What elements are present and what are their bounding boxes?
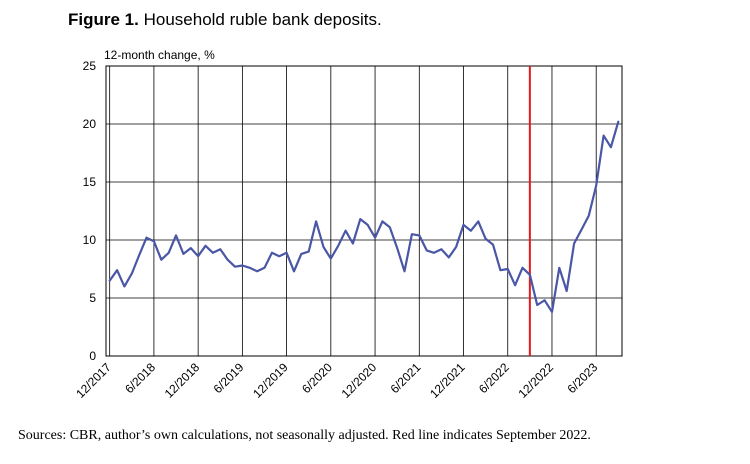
x-tick-label: 6/2020: [299, 360, 335, 396]
plot-border: [105, 65, 623, 357]
y-tick-label: 20: [83, 117, 97, 131]
figure-label: Figure 1.: [68, 10, 139, 29]
x-tick-label: 6/2022: [476, 360, 512, 396]
y-tick-labels: 0 5 10 15 20 25: [83, 59, 97, 363]
y-tick-label: 0: [89, 349, 96, 363]
series-line-deposits: [108, 120, 620, 313]
series-layer: [108, 120, 620, 313]
x-tick-label: 12/2018: [162, 360, 203, 401]
x-tick-label: 6/2019: [211, 360, 247, 396]
x-tick-label: 6/2023: [564, 360, 600, 396]
y-tick-label: 25: [83, 59, 97, 73]
x-tick-label: 12/2022: [516, 360, 557, 401]
x-tick-label: 12/2021: [427, 360, 468, 401]
figure-title: Figure 1. Household ruble bank deposits.: [68, 10, 382, 30]
source-note: Sources: CBR, author’s own calculations,…: [18, 428, 591, 443]
plot-frame: [105, 65, 623, 357]
y-tick-label: 15: [83, 175, 97, 189]
x-tick-label: 6/2018: [122, 360, 158, 396]
x-tick-labels: 12/2017 6/2018 12/2018 6/2019 12/2019 6/2020 1…: [73, 360, 600, 401]
y-tick-label: 5: [89, 291, 96, 305]
y-tick-label: 10: [83, 233, 97, 247]
y-axis-label: 12-month change, %: [104, 48, 215, 62]
gridlines: [106, 65, 622, 357]
figure-title-text: Household ruble bank deposits.: [143, 10, 382, 29]
x-tick-label: 12/2017: [73, 360, 114, 401]
x-tick-label: 6/2021: [388, 360, 424, 396]
x-tick-label: 12/2020: [339, 360, 380, 401]
x-tick-label: 12/2019: [250, 360, 291, 401]
